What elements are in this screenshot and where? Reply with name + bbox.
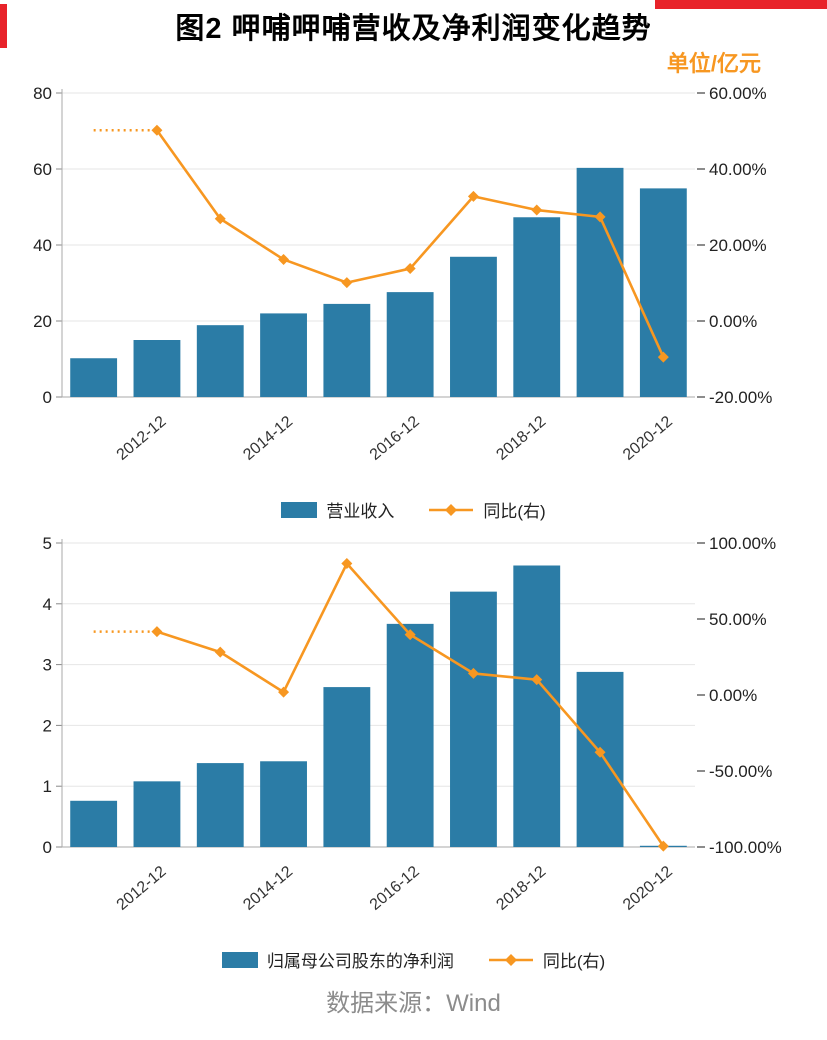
svg-text:2020-12: 2020-12: [620, 413, 676, 464]
revenue-chart-legend: 营业收入 同比(右): [0, 491, 827, 529]
svg-text:2: 2: [43, 716, 52, 735]
svg-text:40.00%: 40.00%: [709, 160, 767, 179]
svg-text:20: 20: [33, 312, 52, 331]
svg-text:100.00%: 100.00%: [709, 534, 776, 553]
legend-label: 同比(右): [542, 952, 606, 972]
svg-text:2016-12: 2016-12: [367, 863, 423, 914]
svg-text:2014-12: 2014-12: [240, 863, 296, 914]
svg-text:0.00%: 0.00%: [709, 686, 757, 705]
legend-label: 归属母公司股东的净利润: [266, 952, 454, 972]
svg-text:2020-12: 2020-12: [620, 863, 676, 914]
svg-text:4: 4: [43, 595, 52, 614]
svg-text:2016-12: 2016-12: [367, 413, 423, 464]
legend-item: 同比(右): [488, 947, 605, 972]
svg-text:60: 60: [33, 160, 52, 179]
decorative-red-bar-left: [0, 4, 7, 48]
net-profit-chart-legend: 归属母公司股东的净利润 同比(右): [0, 941, 827, 979]
figure-title: 图2 呷哺呷哺营收及净利润变化趋势: [175, 13, 652, 45]
svg-text:2018-12: 2018-12: [493, 413, 549, 464]
svg-text:3: 3: [43, 655, 52, 674]
svg-text:5: 5: [43, 534, 52, 553]
svg-text:80: 80: [33, 84, 52, 103]
net-profit-chart: 0 1 2 3 4 5 -100.00% -50.00% 0.00% 50.00% 100.00% 2…: [43, 534, 782, 914]
svg-text:60.00%: 60.00%: [709, 84, 767, 103]
legend-item: 归属母公司股东的净利润: [221, 947, 454, 972]
legend-item: 营业收入: [281, 497, 394, 522]
svg-text:2012-12: 2012-12: [114, 413, 170, 464]
data-source: 数据来源：Wind: [326, 989, 501, 1017]
revenue-chart: 0 20 40 60 80 -20.00% 0.00% 20.00% 40.00% 60.00% 2…: [33, 84, 772, 464]
legend-label: 营业收入: [326, 502, 395, 522]
svg-text:50.00%: 50.00%: [709, 610, 767, 629]
svg-text:-20.00%: -20.00%: [709, 388, 772, 407]
svg-text:0: 0: [43, 838, 52, 857]
svg-text:-100.00%: -100.00%: [709, 838, 782, 857]
svg-text:0: 0: [43, 388, 52, 407]
legend-item: 同比(右): [428, 497, 546, 522]
legend-bar-swatch-icon: [281, 501, 318, 518]
svg-text:40: 40: [33, 236, 52, 255]
legend-bar-swatch-icon: [221, 951, 258, 968]
legend-line-swatch-icon: [488, 953, 534, 967]
svg-text:2012-12: 2012-12: [114, 863, 170, 914]
svg-text:1: 1: [43, 777, 52, 796]
legend-label: 同比(右): [483, 502, 546, 522]
decorative-red-bar-top-right: [655, 0, 827, 9]
svg-text:2018-12: 2018-12: [493, 863, 549, 914]
svg-text:0.00%: 0.00%: [709, 312, 757, 331]
legend-line-swatch-icon: [428, 503, 474, 517]
unit-label: 单位/亿元: [666, 50, 761, 76]
svg-text:2014-12: 2014-12: [240, 413, 296, 464]
svg-text:-50.00%: -50.00%: [709, 762, 772, 781]
svg-text:20.00%: 20.00%: [709, 236, 767, 255]
